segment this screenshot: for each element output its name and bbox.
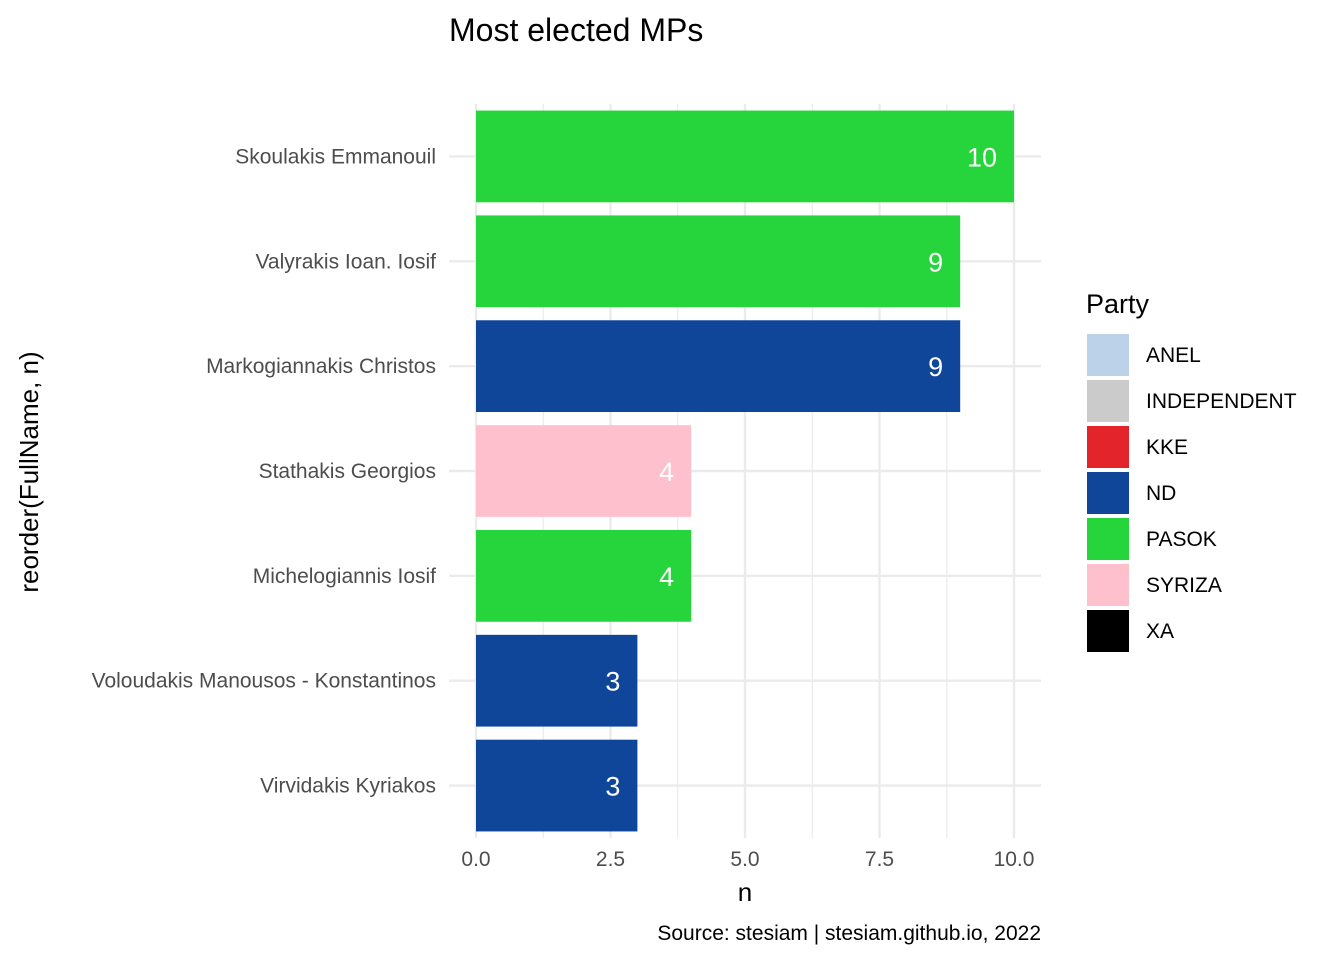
legend-key: [1087, 426, 1129, 468]
bar-value-label: 4: [659, 457, 674, 487]
y-tick-label: Skoulakis Emmanouil: [235, 145, 436, 168]
legend-key: [1087, 518, 1129, 560]
y-axis-title: reorder(FullName, n): [14, 351, 44, 592]
x-tick-label: 7.5: [865, 848, 894, 871]
bar: [476, 425, 692, 517]
bar: [476, 320, 961, 413]
legend-label: SYRIZA: [1146, 574, 1222, 597]
x-axis-title: n: [738, 877, 752, 907]
bar: [476, 215, 961, 308]
bar-value-label: 9: [928, 352, 943, 382]
y-tick-label: Valyrakis Ioan. Iosif: [255, 250, 436, 273]
legend-label: PASOK: [1146, 528, 1217, 551]
legend-key: [1087, 380, 1129, 422]
bar: [476, 110, 1014, 203]
bar-value-label: 4: [659, 562, 674, 592]
x-tick-labels: 0.0 2.5 5.0 7.5 10.0: [461, 848, 1034, 871]
bar-value-label: 9: [928, 247, 943, 277]
y-tick-label: Markogiannakis Christos: [206, 355, 436, 378]
chart-caption: Source: stesiam | stesiam.github.io, 202…: [657, 922, 1041, 945]
bars: 10 9 9 4 4 3 3: [476, 110, 1014, 832]
bar: [476, 739, 638, 832]
bar: [476, 634, 638, 727]
legend-title: Party: [1086, 289, 1150, 319]
bar-value-label: 3: [605, 772, 620, 802]
y-tick-label: Voloudakis Manousos - Konstantinos: [92, 670, 436, 693]
x-tick-label: 2.5: [596, 848, 625, 871]
y-tick-label: Michelogiannis Iosif: [253, 565, 436, 588]
x-tick-label: 5.0: [730, 848, 759, 871]
legend-key: [1087, 610, 1129, 652]
legend-label: INDEPENDENT: [1146, 390, 1297, 413]
bar: [476, 529, 692, 622]
legend-key: [1087, 472, 1129, 514]
legend-label: ND: [1146, 482, 1176, 505]
y-tick-labels: Skoulakis Emmanouil Valyrakis Ioan. Iosif…: [92, 145, 437, 797]
bar-value-label: 10: [967, 142, 997, 172]
y-tick-label: Virvidakis Kyriakos: [260, 775, 436, 798]
legend: Party ANEL INDEPENDENT KKE ND PASOK SYRIZA XA: [1086, 289, 1297, 652]
chart-title: Most elected MPs: [449, 12, 703, 48]
bar-value-label: 3: [605, 667, 620, 697]
x-tick-label: 10.0: [994, 848, 1035, 871]
legend-label: KKE: [1146, 436, 1188, 459]
legend-label: XA: [1146, 620, 1174, 643]
legend-key: [1087, 564, 1129, 606]
y-tick-label: Stathakis Georgios: [259, 460, 436, 483]
x-tick-label: 0.0: [461, 848, 490, 871]
legend-key: [1087, 334, 1129, 376]
legend-label: ANEL: [1146, 344, 1201, 367]
